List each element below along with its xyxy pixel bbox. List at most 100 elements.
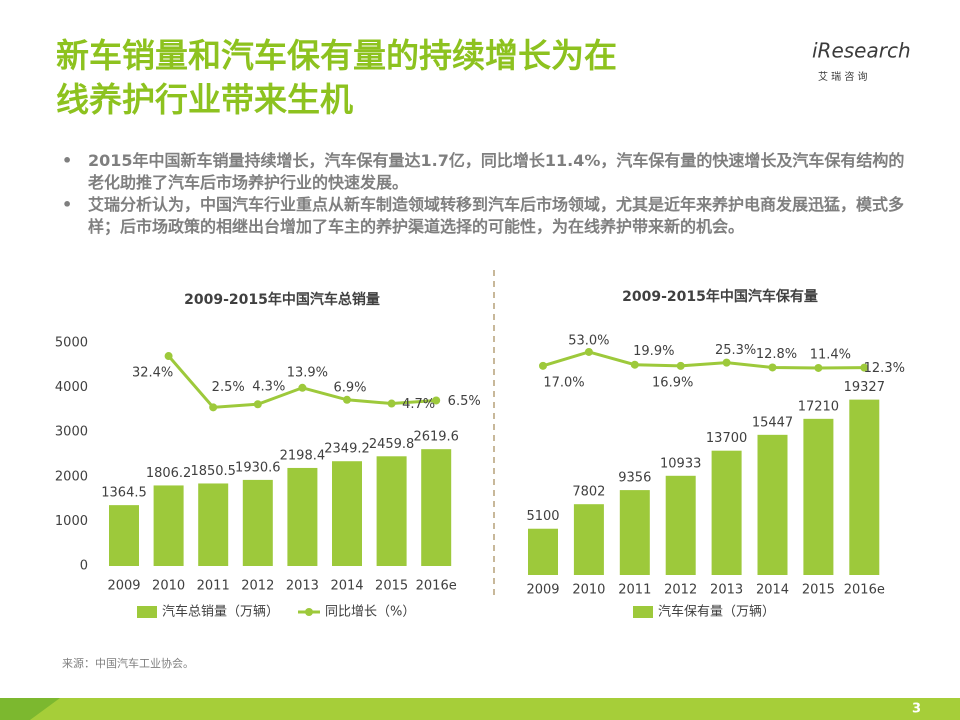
line: [542, 350, 865, 370]
footer-accent: [0, 698, 60, 720]
bar: [242, 479, 273, 566]
bar-value-label: 1806.2: [146, 466, 192, 481]
bar: [332, 461, 362, 566]
x-tick-label: 2009: [526, 583, 559, 598]
x-tick-label: 2010: [152, 579, 185, 594]
bar: [711, 450, 742, 575]
y-tick-label: 1000: [55, 514, 88, 529]
bar: [573, 504, 604, 575]
x-tick-label: 2011: [197, 579, 230, 594]
line-value-label: 12.3%: [864, 361, 905, 376]
bar: [421, 449, 452, 566]
line-marker: [768, 363, 777, 372]
line-value-label: 32.4%: [132, 366, 173, 381]
bar: [287, 467, 318, 566]
bar: [849, 399, 880, 575]
page-number: 3: [912, 702, 921, 717]
bullet: 2015年中国新车销量持续增长，汽车保有量达1.7亿，同比增长11.4%，汽车保…: [62, 150, 918, 194]
line-value-label: 16.9%: [652, 375, 693, 390]
title-line: 新车销量和汽车保有量的持续增长为在: [56, 36, 617, 75]
bullet: 艾瑞分析认为，中国汽车行业重点从新车制造领域转移到汽车后市场领域，尤其是近年来养…: [62, 194, 918, 238]
bar-value-label: 2619.6: [413, 430, 459, 445]
bar: [198, 483, 229, 566]
legend-label: 同比增长（%）: [325, 605, 415, 620]
y-tick-label: 2000: [55, 469, 88, 484]
x-tick-label: 2015: [375, 579, 408, 594]
source: 来源：中国汽车工业协会。: [62, 656, 194, 670]
chart-title: 2009-2015年中国汽车保有量: [622, 288, 818, 305]
line-marker: [164, 352, 173, 361]
bar: [665, 475, 696, 575]
line-marker: [630, 360, 639, 369]
x-tick-label: 2010: [572, 583, 605, 598]
legend-swatch: [633, 606, 653, 618]
bar: [619, 490, 650, 575]
line-value-label: 11.4%: [810, 347, 851, 362]
line-marker: [584, 347, 593, 356]
x-tick-label: 2012: [664, 583, 697, 598]
y-tick-label: 5000: [55, 336, 88, 351]
line-value-label: 12.8%: [756, 347, 797, 362]
logo-sub: 艾 瑞 咨 询: [818, 70, 868, 83]
legend-marker: [305, 608, 313, 616]
bar: [757, 434, 788, 575]
x-tick-label: 2016e: [416, 579, 457, 594]
bar-value-label: 17210: [798, 399, 839, 414]
line-value-label: 6.9%: [333, 380, 366, 395]
bar: [803, 418, 834, 575]
x-tick-label: 2014: [330, 579, 363, 594]
line-value-label: 19.9%: [633, 344, 674, 359]
line-value-label: 17.0%: [543, 375, 584, 390]
line-marker: [539, 361, 547, 370]
line-marker: [298, 383, 307, 392]
bullet-list: 2015年中国新车销量持续增长，汽车保有量达1.7亿，同比增长11.4%，汽车保…: [62, 150, 918, 238]
bar: [528, 528, 558, 575]
bar-value-label: 9356: [618, 471, 651, 486]
bar-value-label: 5100: [526, 509, 559, 524]
bar-value-label: 1850.5: [190, 464, 236, 479]
bar-value-label: 10933: [660, 456, 701, 471]
bar-value-label: 2198.4: [280, 448, 326, 463]
line-value-label: 2.5%: [212, 380, 245, 395]
line: [167, 355, 437, 409]
slide-title: 新车销量和汽车保有量的持续增长为在 线养护行业带来生机: [56, 34, 617, 122]
footer-bar: [0, 698, 960, 720]
y-tick-label: 0: [80, 559, 88, 574]
line-marker: [676, 361, 685, 370]
x-tick-label: 2015: [802, 583, 835, 598]
bar: [153, 485, 184, 566]
bar-value-label: 2459.8: [369, 437, 415, 452]
line-value-label: 4.3%: [252, 380, 285, 395]
legend-label: 汽车总销量（万辆）: [162, 604, 279, 620]
bar-value-label: 15447: [752, 415, 793, 430]
x-tick-label: 2013: [710, 583, 743, 598]
bar-value-label: 19327: [844, 380, 885, 395]
legend-swatch: [137, 606, 157, 618]
bar-value-label: 2349.2: [324, 442, 370, 457]
x-tick-label: 2013: [286, 579, 319, 594]
bar-value-label: 13700: [706, 431, 747, 446]
line-value-label: 4.7%: [402, 397, 435, 412]
line-value-label: 6.5%: [448, 394, 481, 409]
line-marker: [860, 363, 869, 372]
bar-value-label: 1364.5: [101, 486, 147, 501]
line-marker: [814, 363, 823, 372]
x-tick-label: 2016e: [844, 583, 885, 598]
x-tick-label: 2012: [241, 579, 274, 594]
bar-value-label: 7802: [572, 485, 605, 500]
line-marker: [722, 358, 731, 367]
x-tick-label: 2011: [618, 583, 651, 598]
bar: [376, 456, 407, 566]
line-marker: [253, 400, 262, 409]
x-tick-label: 2014: [756, 583, 789, 598]
x-tick-label: 2009: [107, 579, 140, 594]
y-tick-label: 3000: [55, 425, 88, 440]
chart-title: 2009-2015年中国汽车总销量: [184, 291, 380, 308]
line-marker: [209, 403, 218, 412]
line-value-label: 25.3%: [715, 343, 756, 358]
legend-label: 汽车保有量（万辆）: [658, 604, 775, 620]
line-value-label: 53.0%: [568, 333, 609, 348]
logo: iResearch: [812, 39, 911, 63]
